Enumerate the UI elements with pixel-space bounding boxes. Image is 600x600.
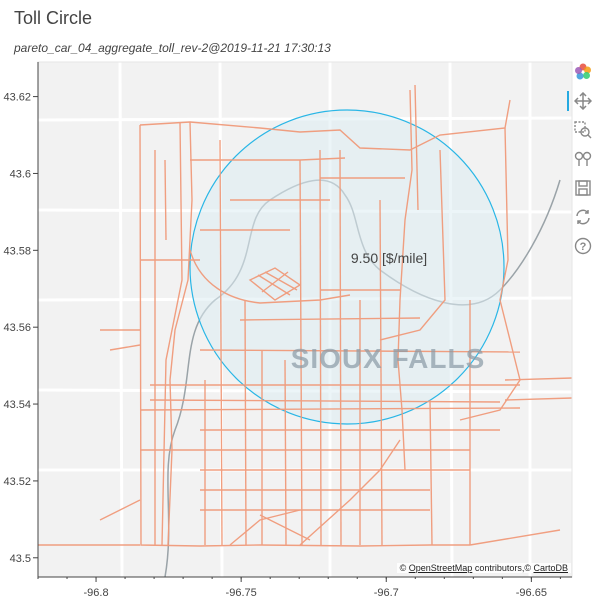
attribution-middle: contributors,©: [474, 563, 531, 573]
box-zoom-icon[interactable]: [571, 118, 595, 142]
toll-circle[interactable]: [189, 109, 505, 425]
help-icon[interactable]: ?: [571, 234, 595, 258]
wheel-zoom-icon[interactable]: [571, 147, 595, 171]
y-tick-label: 43.52: [3, 476, 31, 488]
x-tick-label: -96.65: [516, 587, 547, 599]
pan-tool-icon[interactable]: [567, 89, 595, 113]
x-axis: -96.8 -96.75 -96.7 -96.65: [37, 576, 572, 599]
x-tick-label: -96.7: [374, 587, 399, 599]
city-label: SIOUX FALLS: [291, 343, 486, 374]
plot-subtitle: pareto_car_04_aggregate_toll_rev-2@2019-…: [14, 41, 331, 55]
toll-rate-label: 9.50 [$/mile]: [351, 250, 427, 266]
openstreetmap-link[interactable]: OpenStreetMap: [408, 563, 473, 573]
bokeh-logo-icon[interactable]: [571, 60, 595, 84]
save-icon[interactable]: [571, 176, 595, 200]
x-tick-label: -96.75: [226, 587, 257, 599]
y-axis: 43.5 43.52 43.54 43.56 43.58 43.6 43.62: [3, 62, 39, 577]
attribution-prefix: ©: [399, 563, 407, 573]
cartodb-link[interactable]: CartoDB: [533, 563, 568, 573]
y-tick-label: 43.54: [3, 399, 31, 411]
plot-title: Toll Circle: [14, 8, 93, 28]
y-tick-label: 43.58: [3, 245, 31, 257]
reset-icon[interactable]: [571, 205, 595, 229]
y-tick-label: 43.6: [10, 168, 31, 180]
y-tick-label: 43.5: [10, 553, 31, 565]
svg-text:?: ?: [580, 241, 587, 253]
map-attribution: © OpenStreetMap contributors,© CartoDB: [396, 563, 571, 573]
y-tick-label: 43.62: [3, 92, 31, 104]
road-network: [38, 84, 572, 547]
plot-toolbar: ?: [567, 60, 597, 263]
y-tick-label: 43.56: [3, 322, 31, 334]
x-tick-label: -96.8: [84, 587, 109, 599]
